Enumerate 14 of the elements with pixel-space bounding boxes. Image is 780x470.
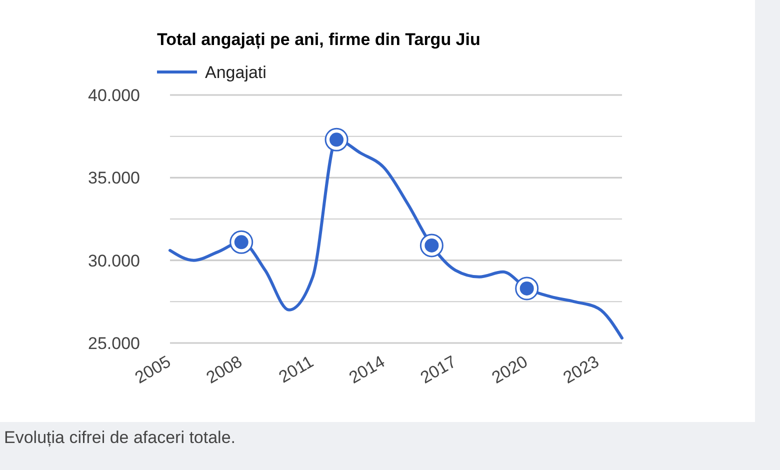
x-tick-label: 2011 — [276, 352, 317, 387]
x-tick-label: 2014 — [346, 352, 388, 388]
y-tick-label: 40.000 — [88, 86, 140, 105]
y-tick-label: 25.000 — [88, 334, 140, 353]
x-tick-label: 2017 — [417, 352, 460, 388]
chart-title: Total angajați pe ani, firme din Targu Jiu — [157, 30, 480, 49]
legend-label: Angajati — [205, 63, 266, 82]
x-tick-label: 2005 — [132, 352, 174, 388]
y-tick-label: 30.000 — [88, 251, 140, 270]
x-tick-label: 2023 — [560, 352, 602, 388]
y-tick-label: 35.000 — [88, 168, 140, 188]
x-tick-label: 2020 — [488, 352, 531, 388]
x-tick-label: 2008 — [203, 352, 246, 388]
text: Evoluția cifrei de afaceri totale. — [4, 428, 236, 447]
